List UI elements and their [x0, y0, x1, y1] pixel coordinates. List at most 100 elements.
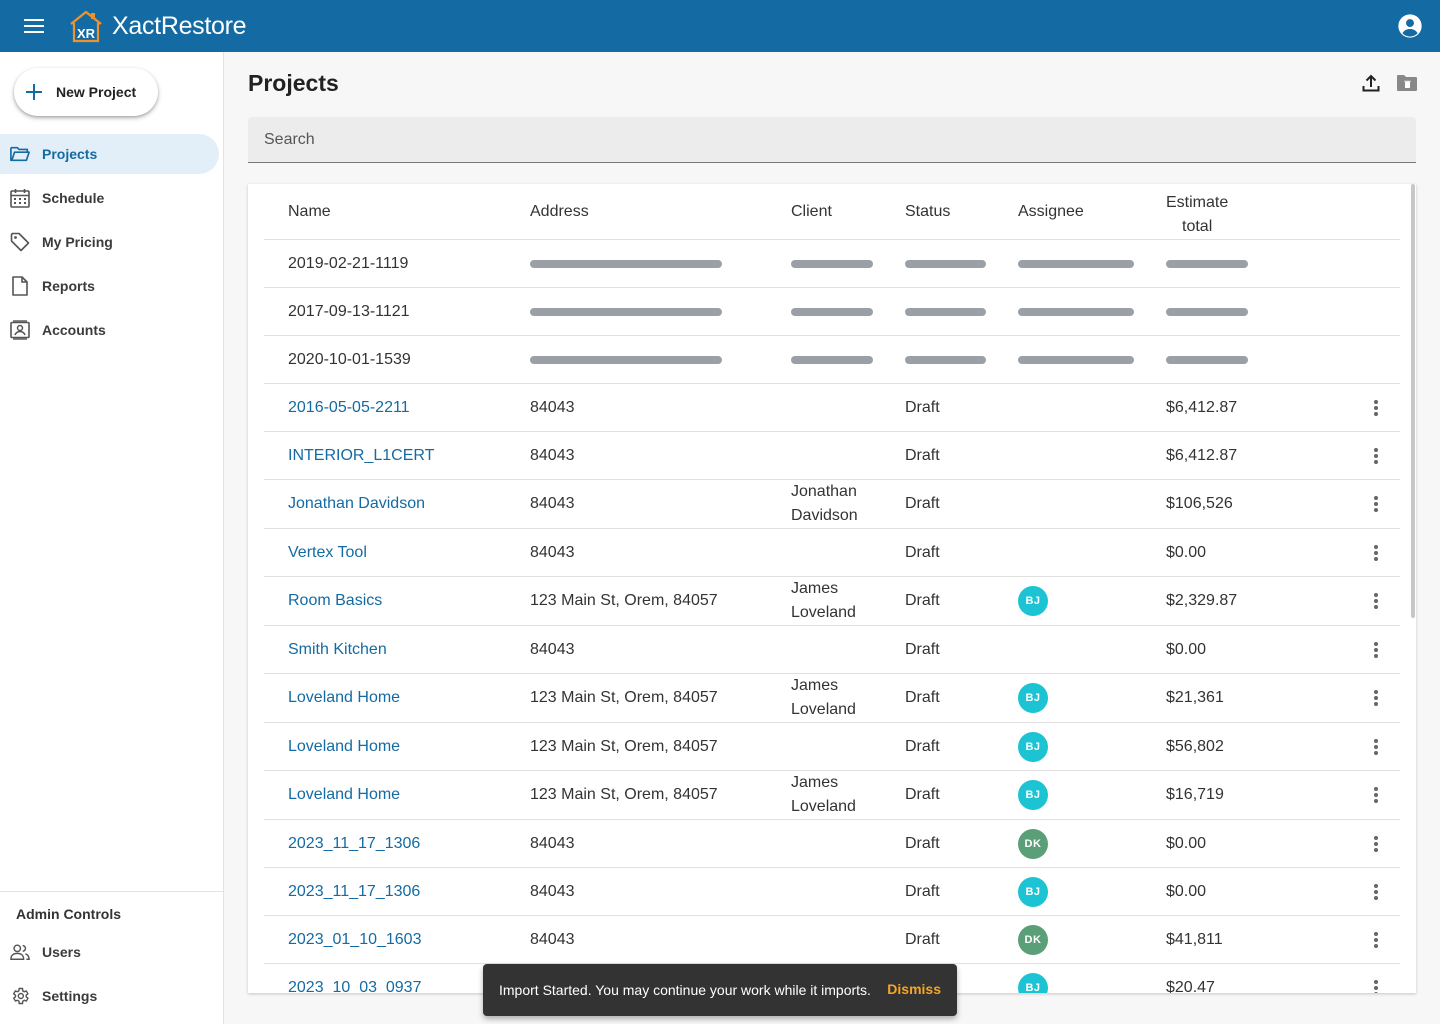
column-header-estimate-total[interactable]: Estimate total [1166, 191, 1228, 239]
more-options-icon[interactable] [1368, 591, 1384, 611]
project-name[interactable]: 2023_01_10_1603 [288, 930, 422, 948]
loading-placeholder [1166, 355, 1248, 364]
project-name[interactable]: Loveland Home [288, 737, 401, 755]
project-status: Draft [905, 834, 940, 852]
project-client: Jonathan Davidson [791, 480, 858, 528]
upload-button[interactable] [1360, 72, 1382, 94]
assignee-avatar[interactable]: DK [1018, 828, 1048, 859]
project-name[interactable]: INTERIOR_L1CERT [288, 446, 435, 464]
column-header-client[interactable]: Client [791, 203, 832, 220]
dismiss-button[interactable]: Dismiss [887, 981, 941, 997]
table-scrollbar[interactable] [1410, 184, 1416, 993]
project-name[interactable]: Room Basics [288, 592, 383, 609]
loading-placeholder [1166, 259, 1248, 268]
table-row[interactable]: Loveland Home 123 Main St, Orem, 84057 Jam… [264, 771, 1400, 820]
column-header-address[interactable]: Address [530, 203, 589, 220]
search-field[interactable] [248, 117, 1416, 163]
sidebar-item-settings[interactable]: Settings [0, 976, 223, 1016]
app-logo[interactable]: XR XactRestore [68, 9, 247, 43]
project-name[interactable]: Smith Kitchen [288, 640, 387, 658]
more-options-icon[interactable] [1368, 640, 1384, 660]
sidebar-item-users[interactable]: Users [0, 932, 223, 972]
assignee-avatar[interactable]: BJ [1018, 586, 1048, 616]
project-name[interactable]: Loveland Home [288, 689, 401, 706]
sidebar-item-label: Users [42, 944, 81, 960]
sidebar-item-schedule[interactable]: Schedule [0, 178, 219, 218]
sidebar-item-label: Schedule [42, 190, 105, 206]
table-row[interactable]: Vertex Tool 84043 Draft $0.00 [264, 529, 1400, 577]
client-first-name: James [791, 677, 839, 694]
project-client: James Loveland [791, 577, 856, 625]
table-row[interactable]: 2023_11_17_1306 84043 Draft BJ $0.00 [264, 868, 1400, 916]
table-row[interactable]: 2023_10_03_0937 BJ $20.47 [264, 964, 1400, 993]
more-options-icon[interactable] [1368, 737, 1384, 757]
estimate-total: $0.00 [1166, 640, 1207, 658]
more-options-icon[interactable] [1368, 494, 1384, 514]
more-options-icon[interactable] [1368, 882, 1384, 902]
sidebar-item-reports[interactable]: Reports [0, 266, 219, 306]
column-header-name[interactable]: Name [288, 203, 331, 220]
more-options-icon[interactable] [1368, 978, 1384, 993]
avatar: BJ [1018, 683, 1048, 713]
estimate-total: $0.00 [1166, 882, 1207, 900]
search-input[interactable] [248, 117, 1416, 162]
column-header-status[interactable]: Status [905, 203, 951, 220]
client-first-name: Jonathan [791, 483, 857, 500]
account-circle-icon [1398, 14, 1422, 38]
more-options-icon[interactable] [1368, 785, 1384, 805]
project-address: 84043 [530, 930, 575, 948]
assignee-avatar[interactable]: BJ [1018, 780, 1048, 810]
project-name[interactable]: 2023_11_17_1306 [288, 882, 421, 900]
project-name[interactable]: Loveland Home [288, 786, 401, 803]
table-row[interactable]: Loveland Home 123 Main St, Orem, 84057 Jam… [264, 674, 1400, 723]
sidebar-item-accounts[interactable]: Accounts [0, 310, 219, 350]
sidebar-item-projects[interactable]: Projects [0, 134, 219, 174]
deleted-projects-button[interactable] [1396, 72, 1418, 94]
table-row[interactable]: Loveland Home 123 Main St, Orem, 84057 Dra… [264, 723, 1400, 771]
more-options-icon[interactable] [1368, 930, 1384, 950]
project-address: 84043 [530, 446, 575, 464]
table-row[interactable]: 2016-05-05-2211 84043 Draft $6,412.87 [264, 384, 1400, 432]
project-name: 2020-10-01-1539 [288, 350, 411, 368]
more-options-icon[interactable] [1368, 446, 1384, 466]
project-name[interactable]: 2016-05-05-2211 [288, 398, 410, 416]
loading-placeholder [1018, 355, 1134, 364]
loading-placeholder [530, 307, 722, 316]
assignee-avatar[interactable]: DK [1018, 924, 1048, 955]
sidebar-item-my-pricing[interactable]: My Pricing [0, 222, 219, 262]
more-options-icon[interactable] [1368, 543, 1384, 563]
assignee-avatar[interactable]: BJ [1018, 876, 1048, 907]
table-row[interactable]: 2020-10-01-1539 [264, 336, 1400, 384]
project-name[interactable]: 2023_10_03_0937 [288, 978, 422, 994]
project-name[interactable]: Jonathan Davidson [288, 495, 425, 512]
table-row[interactable]: 2023_01_10_1603 84043 Draft DK $41,811 [264, 916, 1400, 964]
avatar: DK [1018, 924, 1048, 955]
assignee-avatar[interactable]: BJ [1018, 683, 1048, 713]
table-row[interactable]: Room Basics 123 Main St, Orem, 84057 James… [264, 577, 1400, 626]
assignee-avatar[interactable]: BJ [1018, 972, 1048, 993]
new-project-button[interactable]: New Project [14, 68, 158, 116]
client-first-name: James [791, 774, 839, 791]
column-header-assignee[interactable]: Assignee [1018, 203, 1084, 220]
account-button[interactable] [1396, 12, 1424, 40]
project-address: 84043 [530, 495, 575, 512]
project-name[interactable]: 2023_11_17_1306 [288, 834, 421, 852]
project-address: 84043 [530, 398, 575, 416]
table-row[interactable]: INTERIOR_L1CERT 84043 Draft $6,412.87 [264, 432, 1400, 480]
menu-button[interactable] [0, 0, 68, 52]
app-header: XR XactRestore [0, 0, 1440, 52]
project-address: 84043 [530, 543, 575, 561]
table-row[interactable]: Jonathan Davidson 84043 Jonathan Davidson Dr… [264, 480, 1400, 529]
more-options-icon[interactable] [1368, 688, 1384, 708]
assignee-avatar[interactable]: BJ [1018, 731, 1048, 762]
table-row[interactable]: Smith Kitchen 84043 Draft $0.00 [264, 626, 1400, 674]
calendar-icon [10, 188, 30, 208]
more-options-icon[interactable] [1368, 398, 1384, 418]
project-name[interactable]: Vertex Tool [288, 543, 367, 561]
users-icon [10, 942, 30, 962]
table-row[interactable]: 2017-09-13-1121 [264, 288, 1400, 336]
scrollbar-thumb[interactable] [1411, 184, 1415, 618]
more-options-icon[interactable] [1368, 834, 1384, 854]
table-row[interactable]: 2019-02-21-1119 [264, 240, 1400, 288]
table-row[interactable]: 2023_11_17_1306 84043 Draft DK $0.00 [264, 820, 1400, 868]
